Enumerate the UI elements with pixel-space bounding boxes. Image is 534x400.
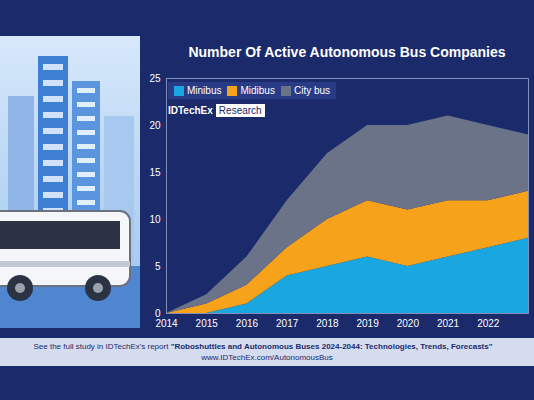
svg-text:10: 10 — [149, 214, 161, 225]
svg-text:20: 20 — [149, 120, 161, 131]
svg-text:2022: 2022 — [477, 318, 500, 329]
html-text:City bus: City bus — [293, 85, 331, 96]
svg-text:2019: 2019 — [356, 318, 379, 329]
html-text:See the full study in IDTechEx: See the full study in IDTechEx's report … — [33, 342, 493, 351]
svg-text:2018: 2018 — [316, 318, 339, 329]
svg-text:2016: 2016 — [236, 318, 259, 329]
svg-text:25: 25 — [149, 73, 161, 84]
svg-text:2021: 2021 — [437, 318, 460, 329]
svg-text:2015: 2015 — [196, 318, 219, 329]
svg-text:2017: 2017 — [276, 318, 299, 329]
html-text:Midibus: Midibus — [240, 85, 275, 96]
svg-text:0: 0 — [154, 307, 161, 319]
svg-text:15: 15 — [149, 167, 161, 178]
svg-text:5: 5 — [155, 261, 161, 272]
html-text:Minibus: Minibus — [187, 85, 222, 96]
svg-text:2020: 2020 — [397, 318, 420, 329]
svg-text:2014: 2014 — [155, 318, 178, 329]
html-text:IDTechEx: IDTechEx — [168, 105, 213, 116]
html-text:www.IDTechEx.com/AutonomousBus: www.IDTechEx.com/AutonomousBus — [201, 353, 333, 362]
html-text:Research: Research — [218, 105, 262, 116]
html-text:Number Of Active Autonomous Bu: Number Of Active Autonomous Bus Companie… — [188, 44, 506, 60]
